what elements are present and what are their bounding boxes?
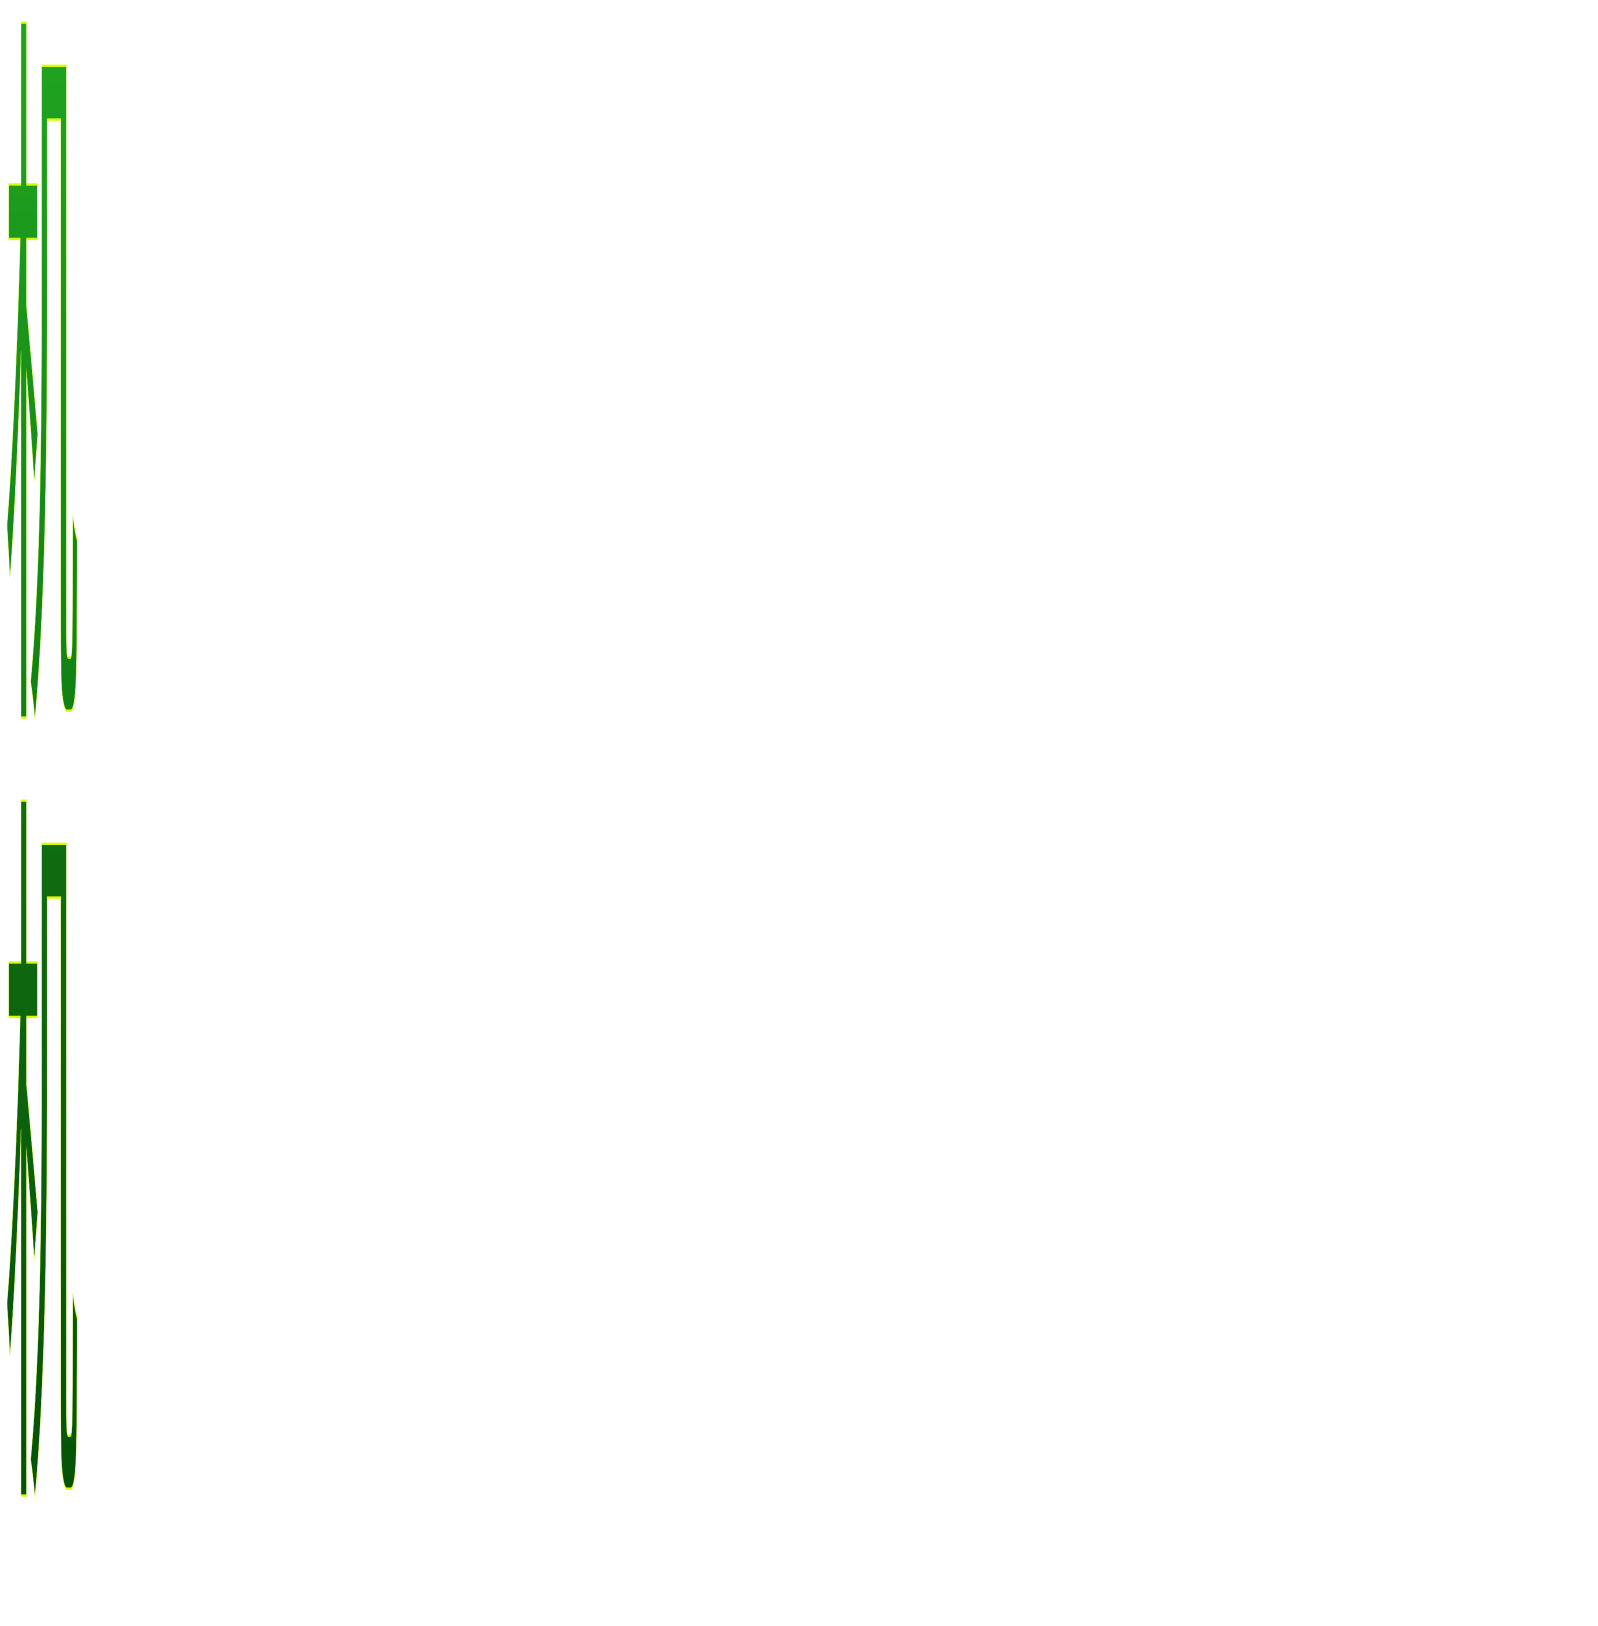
stretched-glyph: 机 [5, 733, 79, 1614]
glyph-group: 机 [5, 733, 79, 1615]
stretched-glyph: 机 [5, 0, 79, 836]
glyph-group: 机 [5, 0, 79, 837]
